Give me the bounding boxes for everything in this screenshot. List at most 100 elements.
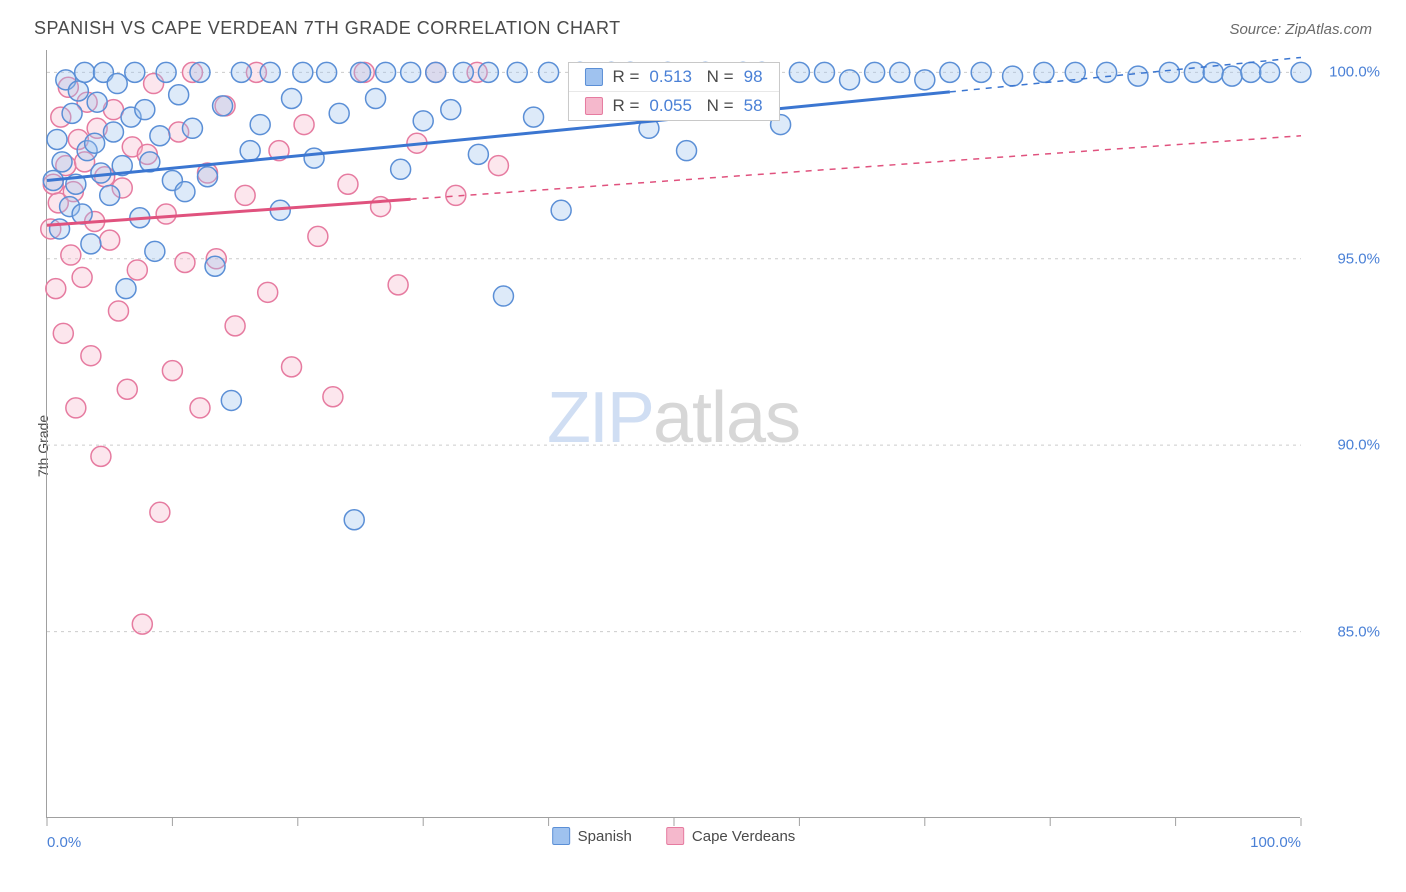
swatch-spanish [584,68,602,86]
point-spanish [282,88,302,108]
point-spanish [100,185,120,205]
y-tick-label: 100.0% [1329,64,1380,81]
point-spanish [789,62,809,82]
point-spanish [231,62,251,82]
point-capeverdean [91,446,111,466]
legend-swatch-capeverdean [666,827,684,845]
point-capeverdean [108,301,128,321]
point-spanish [304,148,324,168]
point-capeverdean [235,185,255,205]
point-spanish [971,62,991,82]
point-spanish [107,74,127,94]
point-spanish [1159,62,1179,82]
point-spanish [145,241,165,261]
point-spanish [677,141,697,161]
point-spanish [62,103,82,123]
stats-box: R = 0.513 N = 98 R = 0.055 N = 58 [567,62,779,121]
point-spanish [317,62,337,82]
point-capeverdean [338,174,358,194]
point-spanish [81,234,101,254]
legend-label-capeverdean: Cape Verdeans [692,828,795,845]
point-spanish [169,85,189,105]
y-tick-label: 95.0% [1337,250,1380,267]
point-spanish [1241,62,1261,82]
point-spanish [329,103,349,123]
point-spanish [75,62,95,82]
plot-area: ZIPatlas R = 0.513 N = 98 R = 0.055 N = … [46,50,1300,818]
point-spanish [413,111,433,131]
bottom-legend: Spanish Cape Verdeans [552,827,796,845]
point-capeverdean [282,357,302,377]
point-spanish [1003,66,1023,86]
point-spanish [840,70,860,90]
point-spanish [52,152,72,172]
trendline-ext-capeverdean [411,136,1301,200]
stats-r-spanish: 0.513 [649,67,692,87]
point-spanish [890,62,910,82]
point-capeverdean [175,253,195,273]
point-spanish [351,62,371,82]
point-spanish [205,256,225,276]
point-spanish [116,279,136,299]
point-capeverdean [72,267,92,287]
point-spanish [87,92,107,112]
swatch-capeverdean [584,97,602,115]
point-spanish [150,126,170,146]
point-capeverdean [100,230,120,250]
point-spanish [453,62,473,82]
point-spanish [240,141,260,161]
point-spanish [376,62,396,82]
point-capeverdean [117,379,137,399]
source-attribution: Source: ZipAtlas.com [1229,21,1372,38]
point-spanish [1034,62,1054,82]
point-spanish [1128,66,1148,86]
point-capeverdean [132,614,152,634]
point-spanish [344,510,364,530]
point-capeverdean [190,398,210,418]
trendline-capeverdean [47,199,411,225]
x-tick-label: 0.0% [47,834,81,851]
point-capeverdean [308,226,328,246]
point-spanish [524,107,544,127]
point-spanish [85,133,105,153]
stats-r-capeverdean: 0.055 [649,96,692,116]
stats-row-capeverdean: R = 0.055 N = 58 [568,91,778,120]
legend-item-capeverdean: Cape Verdeans [666,827,795,845]
point-spanish [182,118,202,138]
point-spanish [814,62,834,82]
point-spanish [539,62,559,82]
point-spanish [198,167,218,187]
point-spanish [551,200,571,220]
point-capeverdean [225,316,245,336]
legend-label-spanish: Spanish [578,828,632,845]
stats-n-capeverdean: 58 [744,96,763,116]
point-spanish [468,144,488,164]
point-capeverdean [294,115,314,135]
point-spanish [50,219,70,239]
point-spanish [1222,66,1242,86]
point-spanish [156,62,176,82]
point-spanish [68,81,88,101]
scatter-svg [47,50,1301,818]
stats-row-spanish: R = 0.513 N = 98 [568,63,778,91]
point-capeverdean [258,282,278,302]
point-spanish [213,96,233,116]
point-spanish [426,62,446,82]
point-spanish [441,100,461,120]
point-spanish [865,62,885,82]
point-spanish [1291,62,1311,82]
point-capeverdean [488,156,508,176]
point-capeverdean [162,361,182,381]
point-capeverdean [53,323,73,343]
y-tick-label: 90.0% [1337,437,1380,454]
header: SPANISH VS CAPE VERDEAN 7TH GRADE CORREL… [34,18,1372,39]
point-spanish [135,100,155,120]
legend-item-spanish: Spanish [552,827,632,845]
point-spanish [915,70,935,90]
point-spanish [103,122,123,142]
point-spanish [493,286,513,306]
point-capeverdean [150,502,170,522]
point-spanish [940,62,960,82]
point-spanish [1097,62,1117,82]
point-spanish [507,62,527,82]
